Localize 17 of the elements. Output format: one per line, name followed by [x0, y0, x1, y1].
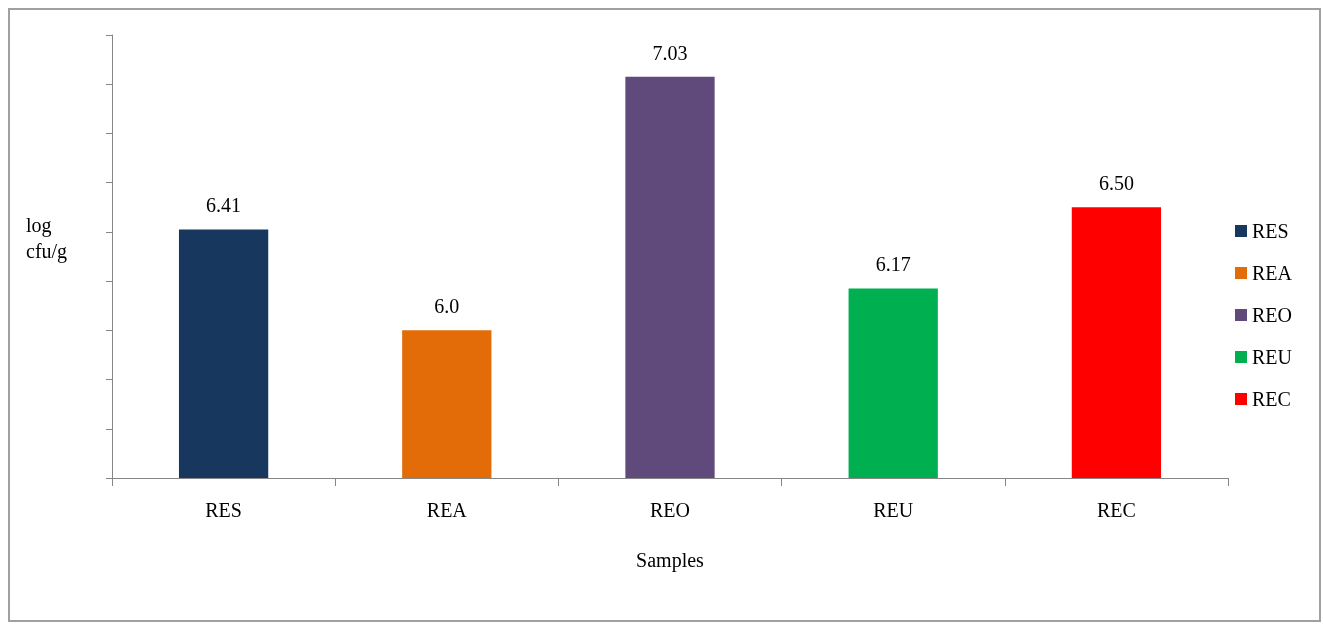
legend-label: RES	[1252, 220, 1289, 242]
data-label: 6.41	[206, 194, 242, 217]
x-tick-label: RES	[205, 499, 242, 521]
x-tick-label: REC	[1096, 499, 1136, 521]
data-label: 6.17	[875, 253, 911, 276]
data-label: 6.0	[434, 295, 460, 318]
x-tick-label: REO	[650, 499, 690, 521]
y-axis-title: log cfu/g	[26, 214, 68, 263]
legend-label: REU	[1252, 346, 1293, 368]
x-tick-label: REA	[426, 499, 468, 521]
legend-label: REO	[1252, 304, 1292, 326]
x-axis-title: Samples	[636, 549, 705, 572]
legend-label: REC	[1252, 388, 1291, 410]
data-label: 6.50	[1098, 172, 1134, 195]
legend-label: REA	[1252, 262, 1293, 284]
x-tick-label: REU	[873, 499, 914, 521]
data-label: 7.03	[652, 41, 688, 64]
